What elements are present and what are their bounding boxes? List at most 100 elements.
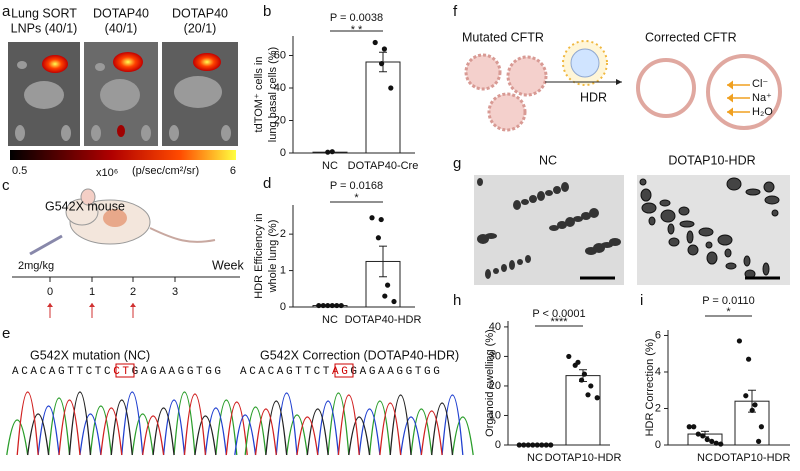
y-tick-label: 40	[274, 82, 286, 94]
peak-trace	[37, 391, 227, 456]
organoid	[517, 259, 523, 265]
peak-trace	[6, 391, 238, 456]
y-tick-label: 20	[274, 114, 286, 126]
data-point	[548, 442, 554, 448]
organoid	[565, 217, 575, 227]
y-tick-label: 0	[655, 439, 661, 451]
sequence-part: AG	[332, 366, 350, 378]
data-point	[334, 302, 340, 309]
data-point	[381, 46, 387, 52]
sequence: ACACAGTTCTAGGAGAAGGTGG	[240, 366, 442, 378]
data-point	[329, 149, 335, 155]
data-point	[743, 393, 749, 399]
organoid	[485, 233, 497, 239]
data-point	[338, 302, 344, 309]
bar	[365, 61, 401, 154]
organoid	[589, 208, 599, 218]
highlight-box	[115, 363, 135, 378]
data-point	[388, 85, 394, 91]
bar	[565, 375, 601, 446]
organoid	[668, 237, 680, 247]
organoid	[501, 264, 507, 272]
model-name: G542X mouse	[45, 199, 125, 213]
y-axis-label: tdTOM⁺ cells in	[253, 57, 265, 133]
organoid	[493, 268, 499, 274]
organoid	[706, 251, 718, 265]
data-point	[378, 216, 384, 223]
column-label: DOTAP40	[172, 6, 228, 20]
panel-letter: a	[2, 3, 11, 20]
y-tick-label: 60	[274, 49, 286, 61]
organoid	[705, 241, 713, 249]
organoid	[545, 190, 553, 196]
organoid	[485, 269, 491, 279]
y-tick-label: 10	[489, 409, 501, 421]
week-label: 3	[172, 286, 178, 298]
organoid	[639, 178, 647, 186]
data-point	[756, 438, 762, 444]
organoid	[660, 209, 676, 223]
x-tick-label: NC	[527, 452, 543, 464]
data-point	[704, 436, 710, 443]
week-label: 0	[47, 286, 53, 298]
peak-trace	[16, 391, 248, 456]
panel-letter: d	[263, 175, 271, 192]
ion-label: Cl⁻	[752, 78, 768, 90]
x-tick-label: NC	[322, 160, 338, 172]
organoid	[509, 260, 515, 270]
significance: ****	[550, 316, 568, 328]
data-point	[758, 424, 765, 430]
data-point	[539, 442, 545, 448]
significance: * *	[351, 24, 363, 36]
data-point	[329, 302, 335, 309]
significance: *	[726, 306, 731, 318]
organoid	[764, 195, 780, 205]
data-point	[521, 442, 527, 448]
panel-letter: i	[640, 292, 643, 309]
organoid	[648, 216, 656, 226]
data-point	[691, 424, 697, 430]
column-label: DOTAP40	[93, 6, 149, 20]
y-tick-label: 40	[489, 321, 501, 333]
data-point	[382, 293, 388, 299]
organoid	[641, 202, 657, 214]
trace-title: G542X mutation (NC)	[30, 348, 150, 362]
state-label: Mutated CFTR	[462, 30, 544, 44]
state-label: Corrected CFTR	[645, 30, 737, 44]
p-value: P < 0.0001	[532, 308, 585, 320]
x-tick-label: DOTAP40-HDR	[345, 314, 422, 326]
organoid	[659, 199, 671, 207]
organoid	[726, 177, 742, 191]
organoid	[529, 195, 537, 203]
chromatograms: ACACAGTTCTCCTGAGAAGGTGG ACACAGTTCTAGGAGAA…	[6, 363, 474, 456]
data-point	[588, 383, 594, 389]
organoids	[477, 177, 780, 279]
x-tick-label: DOTAP40-Cre	[348, 160, 419, 172]
data-point	[581, 371, 588, 377]
y-tick-label: 30	[489, 350, 501, 362]
organoid	[609, 238, 621, 246]
organoid	[743, 255, 751, 267]
organoid-diagram	[464, 40, 782, 132]
trace-title: G542X Correction (DOTAP40-HDR)	[260, 348, 459, 362]
data-point	[543, 442, 549, 448]
data-point	[369, 215, 375, 221]
organoid	[679, 220, 695, 228]
sequence-part: CT	[113, 366, 131, 378]
data-point	[516, 442, 522, 448]
y-axis-label: HDR Efficiency in	[253, 213, 265, 298]
x-tick-label: DOTAP10-HDR	[545, 452, 622, 464]
organoid	[724, 248, 732, 258]
data-point	[579, 377, 585, 383]
column-label: (20/1)	[184, 21, 217, 35]
y-axis-label: Organoid swelling (%)	[484, 329, 496, 437]
organoid	[477, 178, 483, 186]
ion-label: H₂O	[752, 106, 773, 118]
panel-letter: b	[263, 3, 271, 20]
colorbar-unit: (p/sec/cm²/sr)	[132, 165, 199, 177]
y-axis-label: whole lung (%)	[267, 220, 279, 294]
sequence-part: ACACAGTTCT	[240, 366, 332, 378]
organoid	[698, 227, 714, 237]
organoid	[557, 221, 567, 229]
data-point	[385, 282, 391, 288]
